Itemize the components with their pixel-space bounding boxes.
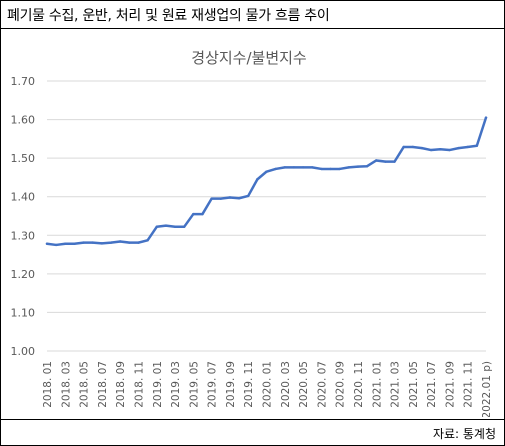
x-tick-label: 2021. 07 — [426, 361, 438, 408]
x-tick-label: 2018. 09 — [115, 361, 127, 408]
data-point — [100, 242, 104, 245]
data-point — [173, 225, 177, 228]
data-point — [73, 242, 76, 245]
x-tick-label: 2021. 03 — [390, 361, 402, 408]
x-tick-label: 2020. 11 — [353, 361, 365, 408]
data-point — [256, 178, 259, 181]
data-point — [329, 167, 332, 171]
data-point — [311, 166, 314, 169]
x-tick-label: 2021. 05 — [408, 361, 420, 408]
data-point — [91, 241, 94, 244]
x-tick-label: 2021. 01 — [371, 361, 383, 408]
chart-area: 경상지수/불변지수 1.00 1.10 1.20 1.30 1.40 1.50 1.60 1.… — [1, 29, 504, 419]
x-tick-label: 2018. 05 — [79, 361, 91, 408]
x-tick-label: 2020. 03 — [280, 361, 292, 408]
data-point — [457, 146, 460, 150]
y-tick-label: 1.70 — [11, 75, 36, 88]
y-tick-label: 1.60 — [11, 114, 36, 127]
x-tick-label: 2020. 09 — [335, 361, 347, 408]
x-tick-label: 2018. 07 — [97, 361, 109, 408]
header-bar: 폐기물 수집, 운반, 처리 및 원료 재생업의 물가 흐름 추이 — [1, 1, 504, 29]
data-point — [210, 197, 213, 200]
data-point — [128, 241, 131, 244]
data-point — [274, 167, 277, 171]
y-tick-label: 1.20 — [11, 268, 36, 281]
data-point — [429, 148, 433, 152]
data-point — [82, 241, 85, 244]
data-point — [146, 239, 149, 242]
data-point — [265, 170, 268, 173]
y-tick-label: 1.00 — [11, 345, 36, 358]
data-point — [109, 241, 113, 244]
data-point — [365, 165, 369, 168]
data-point — [192, 212, 195, 216]
data-point — [439, 148, 442, 151]
data-point — [301, 166, 305, 169]
y-axis-ticks: 1.00 1.10 1.20 1.30 1.40 1.50 1.60 1.70 — [11, 75, 36, 358]
data-point — [164, 224, 168, 227]
data-point — [402, 145, 405, 149]
x-tick-label: 2019. 05 — [188, 361, 200, 408]
x-tick-label: 2019. 11 — [243, 361, 255, 408]
data-point — [201, 212, 204, 216]
data-point — [484, 116, 488, 119]
x-tick-label: 2022.01 p) — [481, 361, 493, 417]
data-point — [475, 144, 479, 147]
x-tick-label: 2019. 01 — [152, 361, 164, 408]
x-tick-label: 2019. 09 — [225, 361, 237, 408]
data-point — [54, 243, 58, 247]
x-tick-label: 2021. 11 — [463, 361, 475, 408]
y-tick-label: 1.50 — [11, 152, 36, 165]
y-tick-label: 1.10 — [11, 306, 36, 319]
x-axis-ticks: 2018. 01 2018. 03 2018. 05 2018. 07 2018. 09… — [42, 361, 493, 419]
x-tick-label: 2020. 05 — [298, 361, 310, 408]
footer-bar: 자료: 통계청 — [1, 419, 504, 446]
chart-title: 경상지수/불변지수 — [191, 49, 306, 67]
data-point — [182, 225, 186, 228]
data-point — [347, 166, 351, 169]
data-point — [283, 166, 286, 169]
x-tick-label: 2019. 03 — [170, 361, 182, 408]
data-point — [45, 242, 49, 245]
x-tick-label: 2021. 09 — [444, 361, 456, 408]
line-chart: 경상지수/불변지수 1.001.101.201.301.401.501.601.… — [11, 49, 494, 419]
source-note: 자료: 통계청 — [432, 427, 496, 441]
x-tick-label: 2019. 07 — [207, 361, 219, 408]
data-point — [411, 145, 415, 149]
data-point — [320, 167, 323, 171]
page-title: 폐기물 수집, 운반, 처리 및 원료 재생업의 물가 흐름 추이 — [7, 8, 330, 24]
data-point — [420, 146, 424, 150]
data-point — [375, 159, 378, 162]
data-point — [64, 242, 67, 245]
data-point — [448, 148, 451, 152]
data-point — [219, 197, 222, 200]
x-tick-label: 2020. 07 — [316, 361, 328, 408]
series-line — [45, 116, 488, 247]
x-tick-label: 2020. 01 — [262, 361, 274, 408]
x-tick-label: 2018. 01 — [42, 361, 54, 408]
data-point — [247, 194, 250, 198]
data-point — [356, 165, 360, 168]
data-point — [137, 241, 140, 244]
data-point — [292, 166, 296, 169]
y-tick-label: 1.40 — [11, 191, 36, 204]
series-layer — [45, 116, 488, 247]
data-point — [393, 160, 396, 163]
data-point — [384, 160, 387, 163]
grid-layer — [47, 80, 486, 352]
data-point — [228, 196, 232, 199]
data-point — [338, 167, 341, 171]
data-point — [118, 240, 122, 243]
data-point — [466, 145, 469, 149]
x-tick-label: 2018. 03 — [60, 361, 72, 408]
y-tick-label: 1.30 — [11, 229, 36, 242]
x-tick-label: 2018. 11 — [133, 361, 145, 408]
data-point — [237, 197, 241, 200]
data-point — [155, 225, 158, 228]
